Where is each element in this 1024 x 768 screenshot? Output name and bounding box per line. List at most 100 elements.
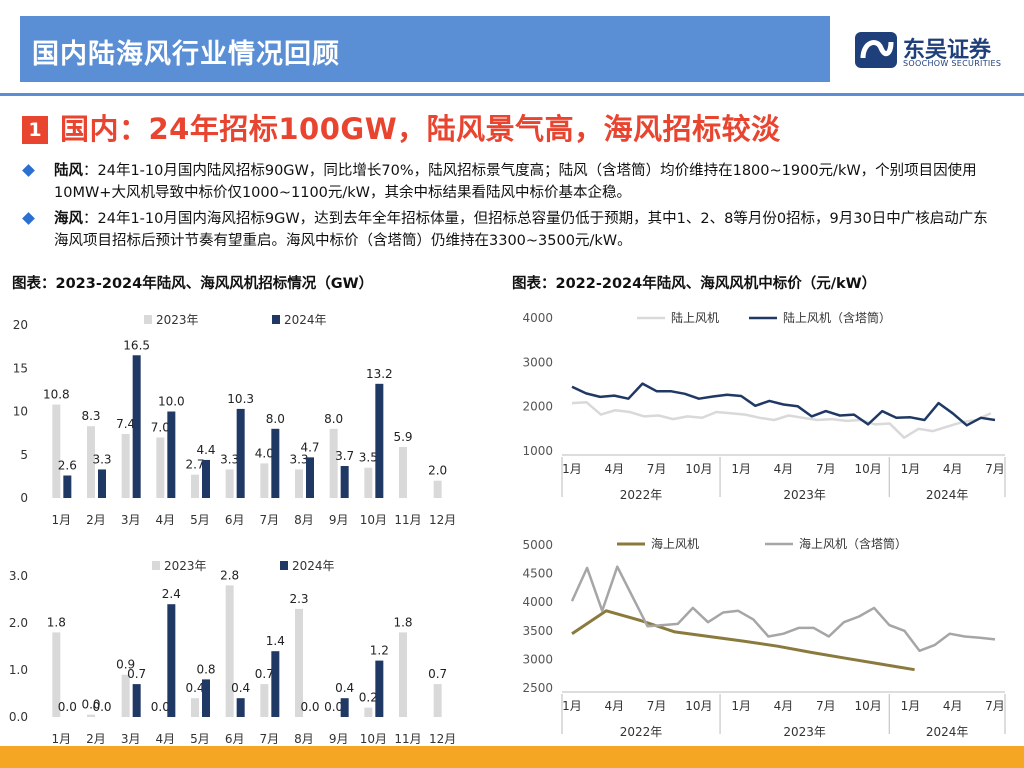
data-label: 1.2	[370, 644, 389, 658]
x-tick-label: 7月	[985, 699, 1005, 713]
data-label: 0.0	[300, 700, 319, 714]
bullet-offshore: 海风：24年1-10月国内海风招标9GW，达到去年全年招标体量，但招标总容量仍低…	[22, 208, 999, 252]
bar-2023年	[399, 446, 407, 498]
y-tick-label: 5000	[522, 538, 553, 552]
bullet-colon: ：	[83, 211, 98, 227]
bullet-label: 陆风	[54, 163, 83, 179]
x-tick-label: 4月	[156, 732, 176, 746]
x-tick-label: 10月	[685, 462, 712, 476]
data-label: 0.0	[151, 700, 170, 714]
year-label: 2022年	[620, 488, 663, 502]
x-tick-label: 10月	[360, 732, 387, 746]
data-label: 2.7	[185, 458, 204, 472]
bar-2023年	[399, 632, 407, 717]
legend-label: 陆上风机	[671, 310, 719, 325]
diamond-icon	[22, 212, 35, 225]
legend-swatch	[144, 315, 152, 324]
x-tick-label: 7月	[647, 699, 667, 713]
bar-2023年	[225, 469, 234, 498]
x-tick-label: 8月	[294, 513, 314, 527]
data-label: 0.7	[428, 667, 447, 681]
x-tick-label: 5月	[190, 513, 210, 527]
x-tick-label: 4月	[774, 462, 794, 476]
x-tick-label: 3月	[121, 732, 141, 746]
y-tick-label: 2.0	[9, 616, 28, 630]
diamond-icon	[22, 164, 35, 177]
year-label: 2023年	[783, 488, 826, 502]
y-tick-label: 4500	[522, 567, 553, 581]
x-tick-label: 6月	[225, 732, 245, 746]
bar-2024年	[340, 698, 349, 717]
x-tick-label: 10月	[360, 513, 387, 527]
logo-subtitle: SOOCHOW SECURITIES	[903, 59, 1002, 68]
bar-2023年	[87, 426, 95, 498]
left-chart-title: 图表：2023-2024年陆风、海风风机招标情况（GW）	[12, 276, 374, 292]
x-tick-label: 1月	[52, 732, 72, 746]
bar-2023年	[156, 437, 165, 498]
bar-2023年	[433, 480, 442, 498]
legend-label: 2023年	[156, 313, 199, 327]
year-label: 2024年	[926, 488, 969, 502]
bar-2024年	[375, 383, 384, 498]
data-label: 5.9	[393, 430, 412, 444]
bar-2023年	[121, 674, 130, 717]
series-line-陆上风机（含塔筒）	[571, 382, 996, 427]
data-label: 7.0	[151, 420, 170, 434]
x-tick-label: 8月	[294, 732, 314, 746]
bar-2024年	[236, 408, 245, 498]
x-tick-label: 2月	[86, 732, 106, 746]
data-label: 0.0	[58, 700, 77, 714]
data-label: 2.8	[220, 568, 239, 582]
x-tick-label: 7月	[260, 513, 280, 527]
bar-2023年	[87, 714, 95, 717]
bar-2024年	[167, 604, 176, 717]
bar-2024年	[202, 459, 210, 498]
header-banner: 国内陆海风行业情况回顾	[20, 16, 830, 82]
bar-2024年	[271, 651, 280, 717]
x-tick-label: 7月	[816, 462, 836, 476]
y-tick-label: 3500	[522, 624, 553, 638]
bar-2024年	[375, 660, 384, 717]
x-tick-label: 7月	[816, 699, 836, 713]
bar-2023年	[364, 707, 373, 717]
bar-2024年	[63, 475, 72, 498]
data-label: 3.7	[335, 449, 354, 463]
bar-2023年	[191, 474, 199, 498]
y-tick-label: 15	[13, 361, 28, 375]
x-tick-label: 12月	[429, 513, 456, 527]
x-tick-label: 1月	[562, 462, 582, 476]
x-tick-label: 1月	[901, 699, 921, 713]
right-chart-title: 图表：2022-2024年陆风、海风风机中标价（元/kW）	[512, 276, 877, 292]
legend-label: 海上风机（含塔筒）	[799, 536, 907, 551]
company-logo: 东吴证券 SOOCHOW SECURITIES	[855, 32, 1015, 72]
onshore-bid-bar-chart: 0 5 10 15 20 10.8 8.3 7.4 7.0 2.7 3.3 4.0 3.3 8.0 3.5 5…	[13, 313, 457, 527]
data-label: 4.0	[255, 446, 274, 460]
y-tick-label: 4000	[522, 311, 553, 325]
x-tick-label: 1月	[731, 462, 751, 476]
bar-2023年	[329, 428, 338, 498]
x-tick-label: 6月	[225, 513, 245, 527]
y-tick-label: 3000	[522, 652, 553, 666]
data-label: 10.3	[227, 392, 254, 406]
data-label: 2.0	[428, 464, 447, 478]
series-line-海上风机	[571, 609, 915, 672]
legend-swatch	[152, 561, 160, 570]
legend-label: 2023年	[164, 559, 207, 573]
bar-2024年	[306, 457, 314, 498]
data-label: 0.0	[81, 698, 100, 712]
offshore-bid-bar-chart: 0.01.02.03.01.80.00.90.00.42.80.72.30.00…	[9, 559, 456, 746]
y-tick-label: 4000	[522, 595, 553, 609]
x-tick-label: 4月	[774, 699, 794, 713]
bar-2024年	[132, 355, 141, 498]
data-label: 8.3	[81, 409, 100, 423]
data-label: 8.0	[266, 412, 285, 426]
data-label: 2.6	[58, 459, 77, 473]
data-label: 4.4	[196, 443, 215, 457]
data-label: 16.5	[123, 338, 150, 352]
logo-name: 东吴证券	[903, 38, 992, 63]
x-tick-label: 7月	[647, 462, 667, 476]
x-tick-label: 2月	[86, 513, 106, 527]
data-label: 3.3	[289, 452, 308, 466]
data-label: 8.0	[324, 412, 343, 426]
x-tick-label: 9月	[329, 513, 349, 527]
